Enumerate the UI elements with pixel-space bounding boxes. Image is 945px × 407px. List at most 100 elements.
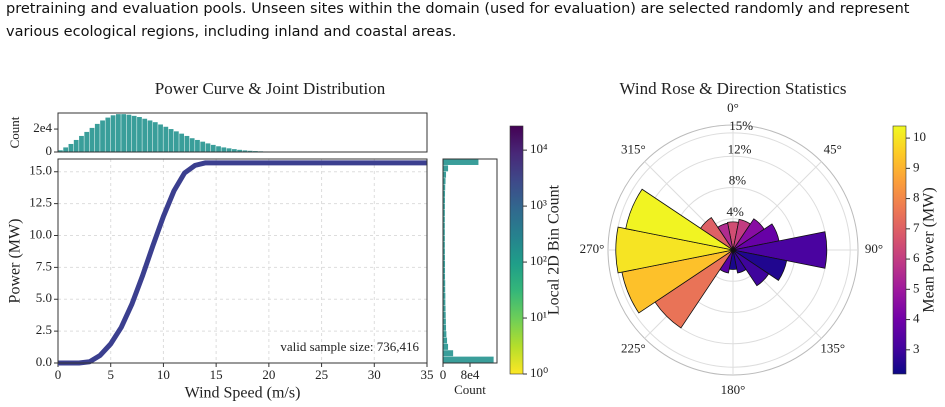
hist-bar [226,148,232,152]
hist-bar [137,117,142,152]
hist-bar [231,149,237,152]
plot-frame [57,112,428,153]
hist-bar [443,171,447,178]
hist-bar [152,122,158,152]
x-tick-label: 0 [55,367,62,382]
x-tick-label: 25 [315,367,328,382]
hist-bar [200,141,206,152]
hist-bar [443,159,479,165]
colorbar-tick-label: 9 [913,159,920,174]
hist-bar [105,117,111,152]
hist-bar [184,135,190,152]
colorbar-tick-label: 4 [913,311,920,326]
colorbar-tick-label: 10² [530,253,547,268]
wind-bar [625,188,734,251]
paragraph-line: pretraining and evaluation pools. Unseen… [6,1,910,17]
hist-bar [443,267,446,274]
r-tick-label: 15% [729,118,753,133]
theta-tick-label: 315° [621,141,646,156]
colorbar-tick-label: 3 [913,341,920,356]
x-tick-label: 0 [440,367,447,382]
paragraph-line: various ecological regions, including in… [6,24,456,40]
hist-bar [131,115,137,152]
hist-bar [205,143,211,152]
colorbar-tick-label: 10⁴ [530,141,548,156]
y-tick-label: 7.5 [36,258,52,273]
hist-bar [443,280,446,287]
hist-bar [443,210,445,216]
hist-bar [216,146,221,152]
hist-bar [179,133,185,152]
hist-bar [158,124,163,152]
hist-bar [443,248,445,255]
hist-bar [100,120,105,152]
hist-bar [443,299,446,306]
y-tick-label: 5.0 [36,290,52,305]
y-tick-label: 12.5 [29,195,52,210]
hist-bar [443,261,446,267]
hist-bar [84,131,90,152]
hist-bar [63,147,69,152]
colorbar [509,125,524,375]
hist-bar [195,139,200,152]
hist-bar [443,197,445,204]
hist-bar [126,114,132,152]
x-tick-label: 8e4 [461,367,480,382]
x-tick-label: 15 [210,367,223,382]
hist-bar [242,150,248,152]
hist-bar [110,115,116,152]
x-tick-label: 5 [107,367,114,382]
hist-bar [443,222,445,229]
hist-bar [189,138,195,152]
wind-bar [699,216,734,251]
wind-bar [732,249,788,281]
hist-bar [443,337,448,344]
hist-bar [142,118,148,152]
hist-bar [443,324,447,331]
hist-bar [443,312,446,318]
hist-bar [115,114,121,152]
theta-tick-label: 45° [824,141,842,156]
wind-bar [732,249,770,287]
hist-bar [89,127,95,152]
y-tick-label: 10.0 [29,226,52,241]
colorbar-tick-label: 10⁰ [530,365,548,380]
hist-bar [443,216,445,223]
hist-bar [173,131,179,152]
colorbar-tick-label: 8 [913,190,920,205]
power-curve [58,160,427,366]
hist-bar [221,147,227,152]
x-axis-label: Wind Speed (m/s) [185,385,301,402]
chart-title: Wind Rose & Direction Statistics [620,79,847,98]
chart-title: Power Curve & Joint Distribution [155,79,386,98]
hist-bar [443,190,446,197]
x-tick-label: 10 [157,367,170,382]
y-axis-label: Power (MW) [7,219,24,304]
y-tick-label: 0 [46,143,53,158]
hist-bar [94,123,100,152]
hist-bar [443,286,446,293]
colorbar-label: Mean Power (MW) [921,187,938,312]
plot-frame [57,158,428,364]
hist-bar [443,305,446,312]
theta-tick-label: 180° [721,382,746,397]
wind-bar [615,226,734,274]
y-tick-label: 15.0 [29,163,52,178]
colorbar-tick-label: 10³ [530,197,547,212]
hist-bar [168,129,174,152]
colorbar-tick-label: 10¹ [530,309,547,324]
hist-bar [443,178,446,185]
wind-bar [732,231,828,269]
hist-bar [79,135,84,152]
colorbar [892,125,907,375]
wind-bar [732,249,747,274]
hist-bar [58,150,63,152]
colorbar-label: Local 2D Bin Count [546,184,563,315]
plot-frame [442,158,498,364]
hist-bar [443,356,494,363]
theta-tick-label: 270° [580,241,605,256]
hist-bar [163,126,169,152]
x-tick-label: 30 [368,367,381,382]
annotation: valid sample size: 736,416 [280,339,419,354]
